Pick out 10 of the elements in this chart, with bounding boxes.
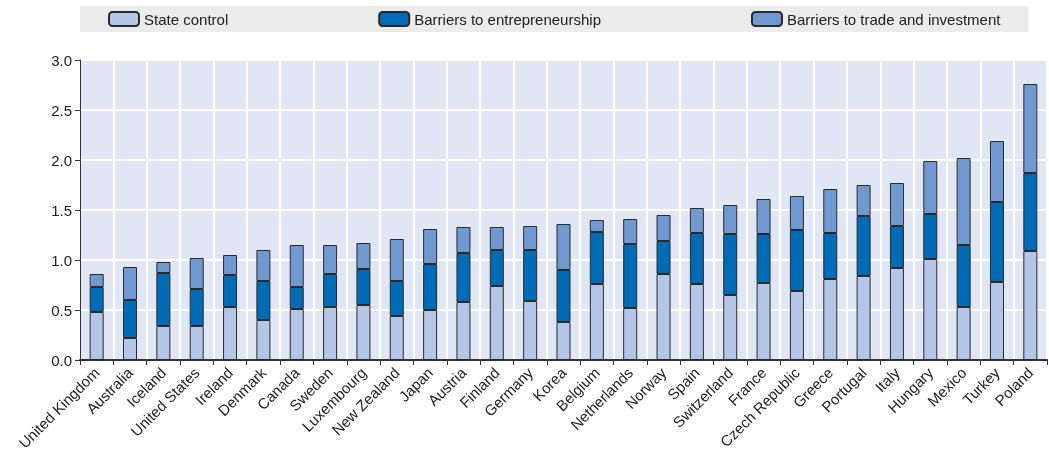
legend-label: State control [144, 10, 229, 28]
y-tick-label: 3.0 [51, 51, 72, 69]
y-tick-label: 1.0 [51, 251, 72, 269]
legend-label: Barriers to trade and investment [786, 10, 1002, 28]
y-tick-label: 2.0 [51, 151, 72, 169]
legend-label: Barriers to entrepreneurship [414, 10, 601, 28]
y-tick-label: 2.5 [51, 101, 72, 119]
y-tick-label: 0.5 [51, 301, 72, 319]
y-tick-label: 0.0 [51, 351, 72, 369]
y-tick-label: 1.5 [51, 201, 72, 219]
